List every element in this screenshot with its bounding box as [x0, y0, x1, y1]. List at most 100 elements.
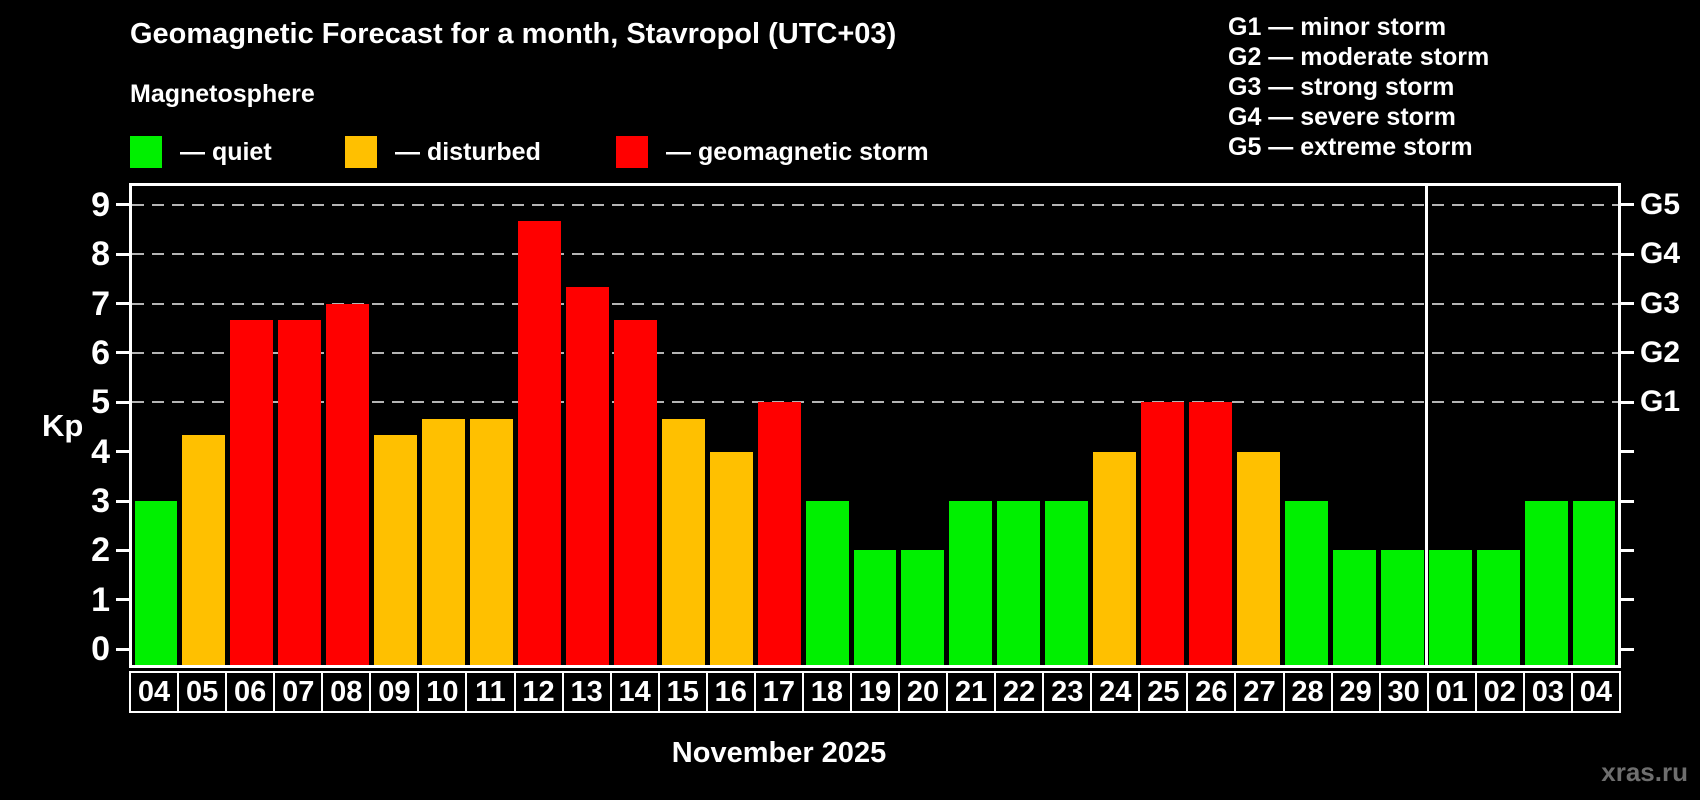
y-axis-label-5: 5: [91, 383, 110, 422]
y-axis-label-8: 8: [91, 235, 110, 274]
g-legend-line-g2: G2 — moderate storm: [1228, 43, 1490, 71]
day-label-box-02: 02: [1474, 671, 1525, 713]
day-label-box-20: 20: [898, 671, 949, 713]
day-label-box-14: 14: [609, 671, 660, 713]
y-tick-right-5: [1621, 400, 1634, 404]
bar-day-13: [565, 287, 609, 665]
g-legend-line-g5: G5 — extreme storm: [1228, 133, 1473, 161]
bar-day-01: [1428, 550, 1472, 665]
day-label-box-06: 06: [225, 671, 276, 713]
y-axis-label-3: 3: [91, 482, 110, 521]
bar-day-23: [1045, 501, 1089, 665]
y-tick-right-3: [1621, 499, 1634, 503]
bar-day-09: [374, 435, 418, 665]
bar-day-28: [1284, 501, 1328, 665]
y-tick-right-9: [1621, 203, 1634, 207]
right-axis-label-g4: G4: [1640, 237, 1681, 271]
day-label-box-04: 04: [1570, 671, 1621, 713]
storm-color-swatch: [616, 136, 648, 168]
y-axis-label-7: 7: [91, 284, 110, 323]
day-label-box-26: 26: [1186, 671, 1237, 713]
x-axis-day-labels: 04 05 06 07 08 09 10 11 12 13 14 15 16 17 18 19 20 21 22 23…: [129, 671, 1621, 713]
y-tick-left-2: [116, 548, 129, 552]
bar-day-16: [709, 451, 753, 665]
right-axis-label-g3: G3: [1640, 286, 1681, 320]
legend-label-quiet: — quiet: [180, 137, 272, 166]
y-tick-left-1: [116, 598, 129, 602]
day-label-box-05: 05: [177, 671, 228, 713]
bar-day-22: [997, 501, 1041, 665]
legend-item-disturbed: — disturbed: [345, 136, 541, 168]
bar-day-17: [757, 402, 801, 665]
bar-day-12: [517, 221, 561, 665]
day-label-box-29: 29: [1330, 671, 1381, 713]
day-label-box-09: 09: [369, 671, 420, 713]
bar-day-26: [1189, 402, 1232, 665]
y-tick-left-4: [116, 450, 129, 454]
legend-label-disturbed: — disturbed: [395, 137, 541, 166]
gridline-kp-7: [132, 302, 1618, 305]
day-label-box-10: 10: [417, 671, 468, 713]
bar-day-08: [326, 303, 370, 665]
y-tick-right-2: [1621, 548, 1634, 552]
bar-day-24: [1093, 451, 1137, 665]
y-axis-label-2: 2: [91, 531, 110, 570]
y-tick-left-0: [116, 647, 129, 651]
gridline-kp-6: [132, 351, 1618, 354]
y-axis-label-0: 0: [91, 630, 110, 669]
chart-title: Geomagnetic Forecast for a month, Stavro…: [130, 18, 897, 50]
quiet-color-swatch: [130, 136, 162, 168]
y-axis-label-4: 4: [91, 432, 110, 471]
bar-day-30: [1380, 550, 1424, 665]
y-tick-right-6: [1621, 351, 1634, 355]
day-label-box-28: 28: [1282, 671, 1333, 713]
bar-day-14: [613, 319, 657, 665]
y-axis-label-6: 6: [91, 333, 110, 372]
y-tick-left-3: [116, 499, 129, 503]
bar-day-06: [230, 319, 274, 665]
day-label-box-08: 08: [321, 671, 372, 713]
g-legend-line-g4: G4 — severe storm: [1228, 103, 1456, 131]
bar-day-15: [661, 418, 705, 665]
watermark: xras.ru: [1601, 757, 1688, 787]
y-axis-title: Kp: [42, 408, 84, 443]
bar-day-18: [805, 501, 849, 665]
bar-day-25: [1141, 402, 1185, 665]
g-legend-line-g3: G3 — strong storm: [1228, 73, 1455, 101]
chart-subtitle: Magnetosphere: [130, 80, 315, 108]
day-label-box-03: 03: [1522, 671, 1573, 713]
day-label-box-12: 12: [513, 671, 564, 713]
day-label-box-16: 16: [705, 671, 756, 713]
legend-label-storm: — geomagnetic storm: [666, 137, 929, 166]
day-label-box-23: 23: [1042, 671, 1093, 713]
bar-day-10: [422, 418, 466, 665]
month-separator-line: [1424, 186, 1428, 665]
right-axis-label-g5: G5: [1640, 187, 1681, 221]
y-axis-label-9: 9: [91, 185, 110, 224]
bar-day-02: [1476, 550, 1520, 665]
y-axis-label-1: 1: [91, 580, 110, 619]
y-tick-right-4: [1621, 450, 1634, 454]
right-axis-label-g1: G1: [1640, 385, 1681, 419]
bar-day-21: [949, 501, 993, 665]
bar-day-29: [1332, 550, 1376, 665]
day-label-box-21: 21: [946, 671, 997, 713]
y-tick-right-0: [1621, 647, 1634, 651]
day-label-box-04: 04: [129, 671, 180, 713]
y-tick-right-8: [1621, 252, 1634, 256]
x-axis-title: November 2025: [671, 737, 887, 769]
day-label-box-13: 13: [561, 671, 612, 713]
y-tick-right-1: [1621, 598, 1634, 602]
y-tick-left-8: [116, 252, 129, 256]
y-tick-left-5: [116, 400, 129, 404]
bar-day-04: [1572, 501, 1616, 665]
bar-day-11: [470, 418, 513, 665]
gridline-kp-8: [132, 253, 1618, 256]
day-label-box-18: 18: [801, 671, 852, 713]
y-tick-left-6: [116, 351, 129, 355]
day-label-box-22: 22: [994, 671, 1045, 713]
g-scale-legend: G1 — minor storm G2 — moderate storm G3 …: [1228, 12, 1489, 162]
day-label-box-24: 24: [1090, 671, 1141, 713]
bar-day-27: [1237, 451, 1280, 665]
day-label-box-01: 01: [1426, 671, 1477, 713]
